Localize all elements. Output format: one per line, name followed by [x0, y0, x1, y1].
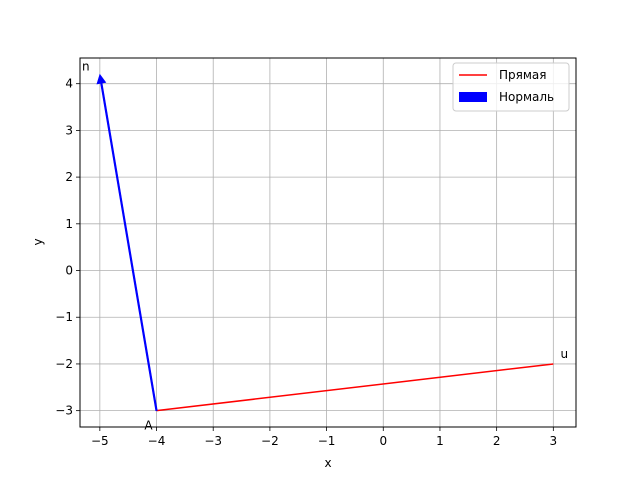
- legend-label: Нормаль: [499, 90, 554, 104]
- y-tick-label: 2: [65, 170, 73, 184]
- x-tick-label: −3: [204, 434, 222, 448]
- x-tick-label: 3: [550, 434, 558, 448]
- point-label-A: A: [144, 419, 153, 433]
- y-tick-label: 4: [65, 77, 73, 91]
- y-axis-label: y: [31, 238, 45, 245]
- legend: Прямая Нормаль: [452, 62, 570, 112]
- grid-lines: [80, 58, 576, 427]
- y-tick-label: 0: [65, 264, 73, 278]
- plot-series: [96, 73, 554, 412]
- x-tick-label: 1: [436, 434, 444, 448]
- legend-label: Прямая: [499, 68, 546, 82]
- x-tick-label: −4: [148, 434, 166, 448]
- y-tick-label: −2: [55, 357, 73, 371]
- x-axis-label: x: [324, 456, 331, 470]
- y-tick-label: −1: [55, 310, 73, 324]
- y-tick-label: −3: [55, 404, 73, 418]
- line-series: [156, 363, 554, 412]
- x-tick-label: −5: [91, 434, 109, 448]
- x-tick-label: −1: [318, 434, 336, 448]
- x-tick-label: 0: [379, 434, 387, 448]
- x-tick-label: 2: [493, 434, 501, 448]
- y-tick-label: 3: [65, 123, 73, 137]
- legend-patch-swatch: [459, 92, 487, 102]
- x-tick-label: −2: [261, 434, 279, 448]
- annotations: Au n: [82, 59, 568, 432]
- plot-frame: [79, 57, 577, 428]
- point-label-u: u: [561, 347, 569, 361]
- point-label-n: n: [82, 59, 90, 73]
- x-axis: −5 −4 −3 −2 −1 0 1 2 3: [91, 427, 557, 448]
- y-tick-label: 1: [65, 217, 73, 231]
- y-axis: −3 −2 −1 0 1 2 3 4: [55, 77, 80, 418]
- normal-arrow: [96, 73, 158, 412]
